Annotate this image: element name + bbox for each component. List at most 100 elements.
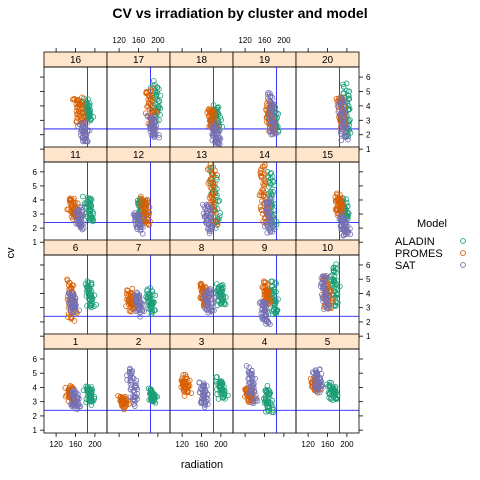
point-sat: [320, 273, 326, 280]
point-promes: [79, 110, 86, 117]
point-aladin: [346, 88, 352, 95]
point-aladin: [217, 210, 223, 216]
point-sat: [246, 364, 252, 371]
point-aladin: [343, 80, 350, 87]
chart-title: CV vs irradiation by cluster and model: [112, 5, 367, 21]
point-aladin: [150, 78, 157, 84]
x-tick-label: 160: [69, 440, 83, 449]
strip-label: 3: [199, 337, 205, 348]
point-aladin: [87, 195, 94, 202]
point-promes: [180, 379, 187, 385]
point-sat: [69, 290, 76, 297]
point-aladin: [273, 308, 279, 314]
point-aladin: [148, 311, 155, 318]
point-promes: [206, 165, 212, 171]
point-promes: [334, 191, 340, 198]
point-promes: [205, 107, 212, 113]
point-sat: [130, 401, 137, 407]
x-tick-label: 160: [321, 440, 335, 449]
y-tick-label: 6: [33, 168, 38, 177]
point-aladin: [144, 286, 151, 293]
point-sat: [196, 380, 203, 386]
panel-7: 7: [106, 239, 171, 340]
point-aladin: [80, 193, 86, 200]
strip-label: 1: [73, 337, 79, 348]
point-promes: [207, 161, 214, 168]
x-axis-label: radiation: [181, 459, 223, 471]
panel-6: 6: [43, 239, 108, 340]
point-sat: [141, 308, 147, 314]
legend-title: Model: [417, 218, 447, 230]
point-sat: [337, 223, 344, 229]
point-promes: [329, 298, 335, 305]
point-aladin: [216, 198, 223, 204]
point-sat: [203, 201, 210, 208]
point-promes: [198, 283, 204, 290]
point-sat: [264, 91, 271, 98]
strip-label: 4: [262, 337, 268, 348]
point-sat: [320, 283, 326, 290]
point-promes: [205, 166, 211, 173]
strip-label: 9: [262, 243, 268, 254]
y-tick-label: 5: [366, 275, 371, 284]
point-promes: [261, 164, 267, 170]
panel-16: 16: [43, 51, 108, 153]
panel-5: 5: [295, 333, 360, 434]
strip-label: 11: [70, 150, 81, 161]
point-promes: [67, 195, 73, 202]
point-promes: [188, 390, 195, 396]
point-aladin: [84, 195, 91, 201]
y-tick-label: 4: [366, 289, 371, 298]
point-promes: [266, 297, 273, 304]
point-sat: [247, 383, 254, 390]
point-sat: [338, 98, 345, 104]
point-aladin: [270, 189, 276, 195]
point-sat: [217, 136, 224, 142]
point-sat: [252, 398, 259, 404]
point-sat: [270, 224, 277, 231]
point-aladin: [268, 170, 275, 176]
point-sat: [205, 203, 211, 210]
point-promes: [257, 168, 264, 174]
point-promes: [179, 375, 185, 382]
point-aladin: [275, 296, 281, 303]
point-sat: [265, 112, 271, 118]
point-promes: [124, 288, 131, 294]
panel-9: 9: [232, 239, 297, 340]
point-sat: [215, 129, 222, 136]
point-aladin: [346, 96, 353, 102]
panel-14: 14: [232, 146, 297, 246]
point-aladin: [85, 279, 91, 286]
panel-12: 12: [106, 146, 171, 246]
point-aladin: [219, 299, 226, 305]
point-sat: [208, 119, 215, 125]
point-promes: [69, 203, 75, 209]
point-aladin: [261, 395, 267, 402]
legend-label-promes: PROMES: [395, 248, 443, 260]
point-promes: [206, 194, 213, 201]
point-sat: [272, 119, 279, 126]
legend-marker-sat: [460, 262, 466, 268]
point-promes: [62, 385, 69, 391]
y-tick-label: 6: [366, 73, 371, 82]
point-aladin: [334, 277, 340, 284]
point-promes: [124, 287, 130, 293]
point-aladin: [270, 179, 277, 185]
y-tick-label: 1: [33, 426, 38, 435]
y-tick-label: 3: [33, 398, 38, 407]
point-sat: [149, 115, 156, 122]
point-promes: [71, 96, 77, 103]
point-promes: [186, 377, 193, 384]
point-sat: [79, 134, 85, 141]
strip-label: 5: [325, 337, 331, 348]
point-promes: [210, 191, 216, 197]
point-aladin: [213, 374, 219, 380]
y-axis-label: cv: [5, 247, 17, 259]
x-tick-label: 200: [88, 440, 102, 449]
strip-label: 16: [70, 55, 82, 66]
point-promes: [150, 85, 156, 91]
strip-label: 17: [133, 55, 145, 66]
panel-19: 19: [232, 51, 297, 153]
